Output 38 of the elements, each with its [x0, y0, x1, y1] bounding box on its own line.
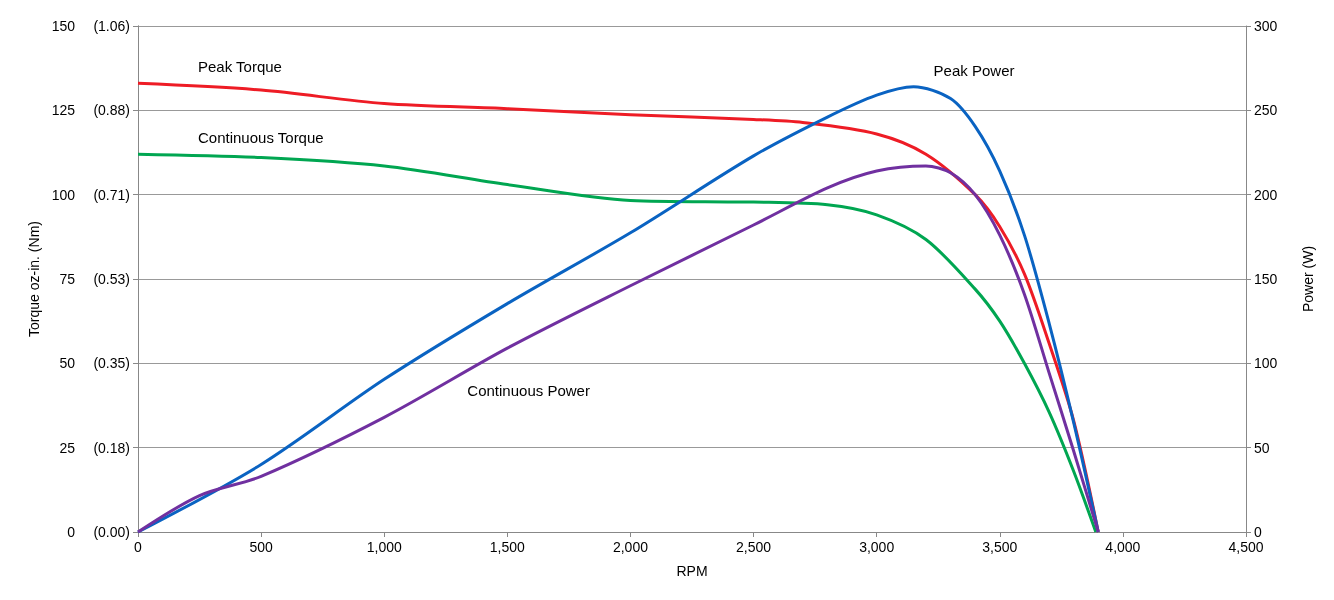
y-tick-label: 0: [67, 524, 76, 540]
y3-tick-label: (0.00): [93, 524, 130, 540]
series-label: Continuous Power: [467, 382, 590, 400]
y2-tick-label: 150: [1254, 271, 1278, 287]
x-tick-label: 4,500: [1228, 539, 1264, 555]
series-label: Peak Power: [933, 61, 1015, 79]
y-axis-title: Torque oz-in. (Nm): [25, 221, 42, 337]
x-tick-label: 1,500: [489, 539, 526, 555]
y3-tick-label: (0.71): [93, 186, 130, 203]
y3-tick-label: (0.53): [93, 271, 130, 287]
y2-tick-label: 250: [1254, 102, 1278, 119]
x-tick-label: 2,500: [736, 539, 772, 555]
x-tick-label: 3,000: [859, 539, 895, 555]
x-tick-label: 4,000: [1105, 539, 1141, 555]
y-tick-label: 125: [51, 102, 76, 119]
y2-tick-label: 100: [1254, 355, 1278, 372]
y3-tick-label: (0.88): [93, 102, 130, 119]
x-tick-label: 500: [249, 539, 273, 555]
x-tick-label: 3,500: [982, 539, 1018, 555]
series-label: Continuous Torque: [198, 129, 324, 147]
y3-tick-label: (0.18): [93, 439, 130, 456]
x-tick-label: 0: [134, 539, 143, 555]
y-tick-label: 150: [51, 18, 76, 34]
y-tick-label: 25: [59, 439, 76, 456]
y2-tick-label: 0: [1254, 524, 1262, 540]
x-tick-label: 2,000: [612, 539, 649, 555]
x-axis-title: RPM: [676, 563, 708, 579]
y2-axis-title: Power (W): [1300, 245, 1316, 313]
y-tick-label: 50: [59, 355, 76, 372]
y-tick-label: 75: [59, 271, 76, 287]
y3-tick-label: (0.35): [93, 355, 130, 372]
series-label: Peak Torque: [198, 58, 282, 76]
y2-tick-label: 50: [1254, 439, 1270, 456]
y2-tick-label: 300: [1254, 18, 1278, 34]
x-tick-label: 1,000: [366, 539, 402, 555]
y-tick-label: 100: [51, 186, 76, 203]
y3-tick-label: (1.06): [93, 18, 130, 34]
y2-tick-label: 200: [1254, 186, 1278, 203]
